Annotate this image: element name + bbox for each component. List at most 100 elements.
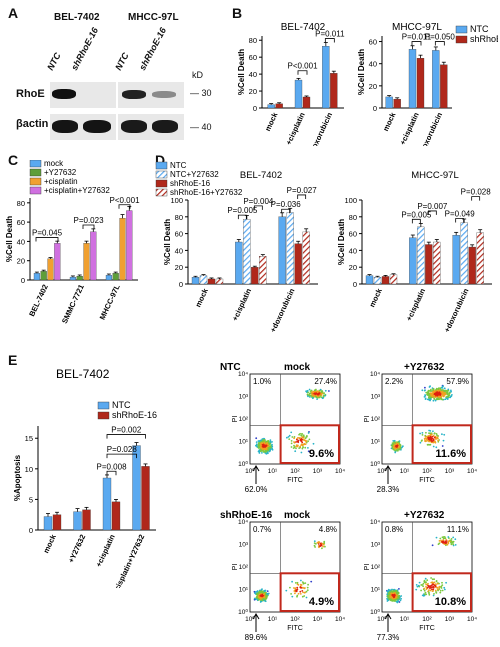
x-tick-label: 10¹ <box>400 616 410 623</box>
event-dot <box>423 587 426 590</box>
y-tick-label: 10¹ <box>371 439 381 446</box>
event-dot <box>298 433 300 436</box>
event-dot <box>257 598 260 601</box>
event-dot <box>294 450 297 453</box>
col-label-mock: mock <box>284 510 311 521</box>
event-dot <box>255 441 258 443</box>
event-dot <box>441 589 444 592</box>
bar <box>267 104 275 109</box>
event-dot <box>322 545 324 548</box>
event-dot <box>442 439 445 442</box>
arrow-icon <box>384 613 392 632</box>
p-value-label: P<0.001 <box>287 62 318 71</box>
event-dot <box>324 394 327 397</box>
category-label: mock <box>381 110 398 132</box>
lane-label-3: NTC <box>113 50 131 72</box>
y-tick-label: 10³ <box>371 542 381 549</box>
apoptosis-gate <box>279 424 340 465</box>
event-dot <box>394 449 397 452</box>
event-dot <box>290 593 292 595</box>
y-tick-label: 0 <box>179 280 183 289</box>
event-dot <box>387 596 390 599</box>
event-dot <box>261 447 264 450</box>
event-dot <box>437 589 439 592</box>
category-label: +cisplatin <box>94 533 117 569</box>
event-dot <box>424 397 427 400</box>
event-dot <box>293 446 296 449</box>
event-dot <box>301 590 304 592</box>
event-dot <box>433 398 436 400</box>
event-dot <box>297 592 300 595</box>
event-dot <box>454 538 457 541</box>
event-dot <box>391 588 393 591</box>
significance-bracket <box>455 218 465 223</box>
event-dot <box>269 448 272 451</box>
quadrant-ur: 11.1% <box>447 525 469 534</box>
event-dot <box>424 386 426 389</box>
event-dot <box>307 450 310 453</box>
x-tick-label: 10⁴ <box>335 616 345 623</box>
bar <box>330 73 338 109</box>
event-dot <box>271 445 274 448</box>
event-dot <box>261 595 264 598</box>
x-tick-label: 10³ <box>313 616 323 623</box>
blot-membrane-rhoe-left <box>50 82 116 108</box>
y-tick-label: 10¹ <box>371 587 381 594</box>
event-dot <box>430 577 432 579</box>
p-value-label: P<0.001 <box>109 196 140 205</box>
event-dot <box>438 582 440 585</box>
event-dot <box>258 444 261 447</box>
y-axis-label: %Cell Death <box>5 216 14 262</box>
flow-plot-frame <box>249 521 341 613</box>
event-dot <box>393 445 396 447</box>
col-label-mock: mock <box>284 362 311 373</box>
event-dot <box>439 589 442 592</box>
event-dot <box>393 588 396 591</box>
y-tick-label: 60 <box>349 230 357 239</box>
significance-bracket <box>237 214 247 220</box>
event-dot <box>435 580 438 583</box>
flow-cytometry: 1.0% 27.4%9.6%62.0%10⁰10⁰10¹10¹10²10²10³1… <box>220 362 477 642</box>
event-dot <box>426 583 429 586</box>
bar <box>408 49 417 109</box>
event-dot <box>449 539 452 542</box>
event-dot <box>432 588 435 591</box>
legend-swatch <box>455 25 468 34</box>
event-dot <box>440 539 442 542</box>
significance-bracket <box>253 205 263 210</box>
bar <box>47 258 54 281</box>
event-dot <box>266 440 269 443</box>
legend-swatch <box>29 168 42 177</box>
col-label-y27632: +Y27632 <box>404 362 445 373</box>
event-dot <box>424 591 427 594</box>
p-value-label: P=0.045 <box>32 229 63 238</box>
event-dot <box>428 398 430 401</box>
event-dot <box>318 546 320 549</box>
event-dot <box>393 439 396 442</box>
event-dot <box>420 584 423 586</box>
x-axis-label: FITC <box>419 477 435 484</box>
y-tick-label: 40 <box>175 246 183 255</box>
event-dot <box>440 586 442 588</box>
event-dot <box>448 392 451 395</box>
event-dot <box>397 597 399 600</box>
panel-letter-e: E <box>8 352 18 368</box>
apoptosis-gate <box>411 572 473 613</box>
event-dot <box>315 396 318 399</box>
event-dot <box>301 433 303 435</box>
category-label: SMMC-7721 <box>60 283 86 325</box>
x-tick-label: 10⁴ <box>467 468 477 475</box>
event-dot <box>264 441 267 443</box>
event-dot <box>263 599 266 602</box>
event-dot <box>303 443 306 446</box>
legend-label: NTC <box>112 400 131 410</box>
p-value-label: P=0.005 <box>227 206 258 215</box>
event-dot <box>454 544 457 546</box>
chart-title: BEL-7402 <box>56 367 110 381</box>
event-dot <box>425 593 428 596</box>
event-dot <box>437 543 440 546</box>
event-dot <box>425 437 427 440</box>
event-dot <box>441 385 444 388</box>
event-dot <box>435 388 437 391</box>
